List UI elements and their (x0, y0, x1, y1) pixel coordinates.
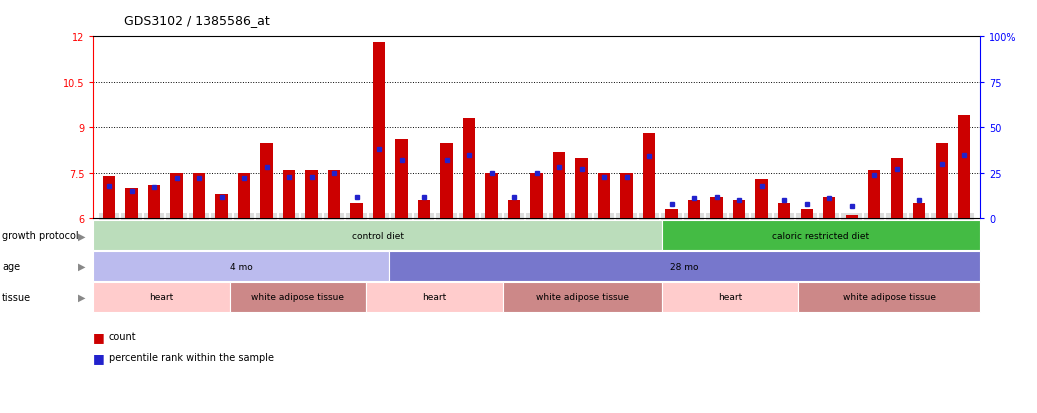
Bar (778, 204, 790, 219)
Bar (688, 201, 700, 219)
Bar (913, 204, 925, 219)
Text: 28 mo: 28 mo (670, 262, 699, 271)
Bar (733, 201, 746, 219)
Text: white adipose tissue: white adipose tissue (251, 292, 344, 301)
Bar (891, 158, 903, 219)
Bar (576, 158, 588, 219)
Bar (710, 198, 723, 219)
Text: ■: ■ (93, 351, 105, 364)
Text: percentile rank within the sample: percentile rank within the sample (109, 352, 274, 362)
Bar (216, 195, 228, 219)
Bar (103, 176, 115, 219)
Text: caloric restricted diet: caloric restricted diet (773, 231, 869, 240)
Text: heart: heart (718, 292, 742, 301)
Bar (620, 173, 633, 219)
Bar (395, 140, 408, 219)
Bar (531, 173, 542, 219)
Text: heart: heart (149, 292, 173, 301)
Bar (351, 204, 363, 219)
Bar (193, 173, 205, 219)
Bar (823, 198, 836, 219)
Bar (328, 171, 340, 219)
Text: GDS3102 / 1385586_at: GDS3102 / 1385586_at (124, 14, 271, 27)
Text: ▶: ▶ (78, 231, 85, 241)
Bar (643, 134, 655, 219)
Bar (373, 43, 386, 219)
Bar (260, 143, 273, 219)
Bar (935, 143, 948, 219)
Text: ▶: ▶ (78, 261, 85, 271)
Bar (868, 171, 880, 219)
Text: growth protocol: growth protocol (2, 231, 79, 241)
Bar (666, 210, 678, 219)
Bar (801, 210, 813, 219)
Bar (306, 171, 317, 219)
Text: 4 mo: 4 mo (230, 262, 252, 271)
Bar (845, 216, 858, 219)
Text: white adipose tissue: white adipose tissue (536, 292, 628, 301)
Bar (170, 173, 183, 219)
Text: count: count (109, 332, 137, 342)
Bar (756, 180, 767, 219)
Bar (441, 143, 453, 219)
Text: tissue: tissue (2, 292, 31, 302)
Bar (463, 119, 475, 219)
Bar (958, 116, 971, 219)
Bar (125, 189, 138, 219)
Bar (283, 171, 296, 219)
Bar (508, 201, 521, 219)
Text: age: age (2, 261, 20, 271)
Text: white adipose tissue: white adipose tissue (842, 292, 935, 301)
Bar (553, 152, 565, 219)
Bar (148, 185, 161, 219)
Text: ▶: ▶ (78, 292, 85, 302)
Bar (418, 201, 430, 219)
Text: ■: ■ (93, 330, 105, 343)
Bar (237, 173, 250, 219)
Bar (598, 173, 611, 219)
Text: control diet: control diet (352, 231, 403, 240)
Bar (485, 173, 498, 219)
Text: heart: heart (422, 292, 447, 301)
